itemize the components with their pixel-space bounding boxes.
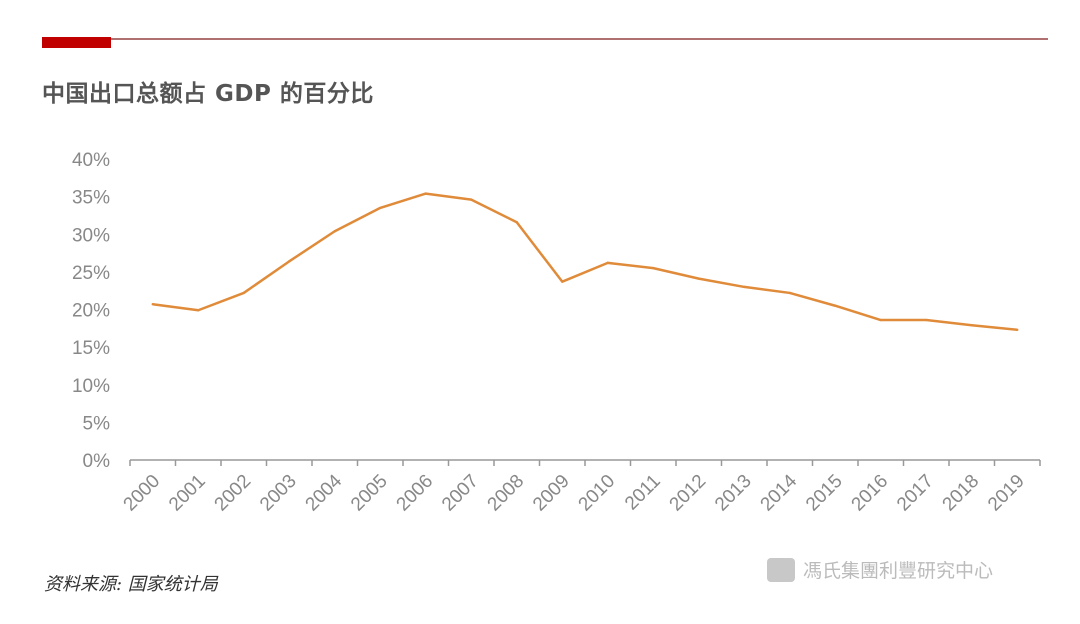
- data-point: [606, 261, 609, 265]
- logo-icon: [767, 557, 795, 582]
- data-point: [151, 303, 154, 306]
- watermark-text: 馮氏集團利豐研究中心: [803, 560, 994, 582]
- data-point: [288, 260, 291, 263]
- x-tick-label: 2017: [893, 471, 938, 516]
- series-line: [152, 192, 1018, 332]
- x-tick-label: 2015: [802, 471, 847, 516]
- x-tick-label: 2010: [575, 471, 620, 516]
- data-point: [333, 230, 336, 233]
- data-point: [879, 318, 882, 322]
- header-accent-bar: [42, 37, 111, 48]
- source-note: 资料来源: 国家统计局: [44, 574, 218, 595]
- x-tick-label: 2005: [347, 471, 392, 516]
- x-tick-label: 2002: [211, 471, 256, 516]
- data-point: [697, 277, 700, 280]
- data-point: [424, 192, 427, 195]
- data-point: [242, 291, 245, 295]
- x-tick-label: 2001: [165, 471, 210, 516]
- x-tick-label: 2011: [621, 471, 665, 515]
- y-tick-label: 15%: [72, 338, 110, 359]
- x-tick-label: 2019: [984, 471, 1029, 516]
- y-tick-label: 40%: [72, 150, 110, 171]
- x-tick-label: 2006: [393, 471, 438, 516]
- data-point: [561, 280, 564, 283]
- x-tick-label: 2000: [120, 471, 165, 516]
- y-tick-label: 35%: [72, 188, 110, 209]
- data-point: [197, 309, 200, 312]
- data-point: [788, 291, 791, 295]
- data-point: [743, 285, 746, 289]
- y-tick-label: 5%: [83, 413, 111, 434]
- y-tick-label: 25%: [72, 263, 110, 284]
- x-tick-label: 2012: [666, 471, 711, 516]
- y-tick-label: 0%: [83, 451, 111, 472]
- data-point: [834, 304, 837, 307]
- x-tick-label: 2003: [256, 471, 301, 516]
- data-point: [970, 324, 973, 327]
- y-tick-label: 10%: [72, 376, 110, 397]
- x-tick-label: 2018: [939, 471, 984, 516]
- x-tick-label: 2016: [848, 471, 893, 516]
- x-tick-label: 2008: [484, 471, 529, 516]
- data-point: [652, 266, 655, 270]
- x-tick-label: 2013: [711, 471, 756, 516]
- data-point: [1016, 328, 1019, 332]
- data-point: [515, 221, 518, 224]
- data-point: [925, 318, 928, 322]
- data-point: [470, 198, 473, 201]
- data-point: [379, 206, 382, 210]
- chart-title: 中国出口总额占 GDP 的百分比: [42, 81, 374, 107]
- header-rule: [42, 38, 1048, 40]
- y-tick-label: 30%: [72, 225, 110, 246]
- x-tick-label: 2014: [757, 470, 802, 515]
- x-tick-label: 2007: [438, 471, 483, 516]
- y-tick-label: 20%: [72, 301, 110, 322]
- watermark: 馮氏集團利豐研究中心: [767, 556, 993, 583]
- x-tick-label: 2004: [302, 470, 347, 515]
- x-tick-label: 2009: [529, 471, 574, 516]
